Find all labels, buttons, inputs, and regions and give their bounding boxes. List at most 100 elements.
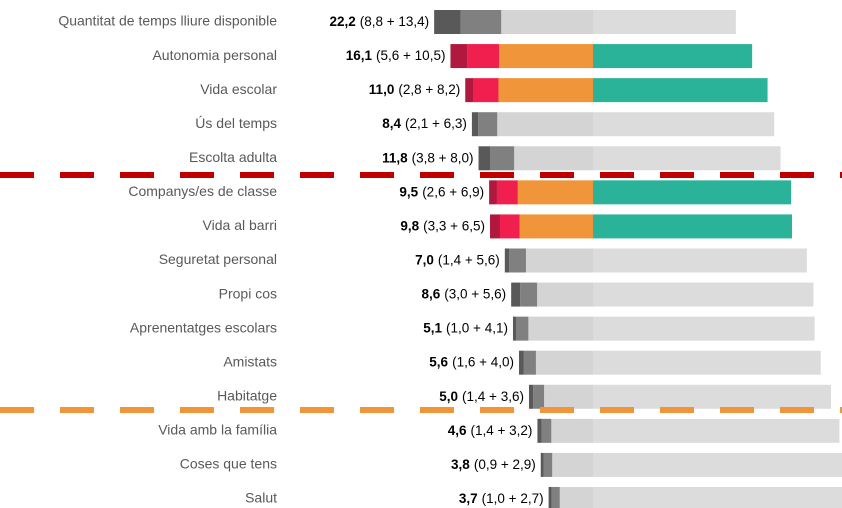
bar-segment xyxy=(593,418,840,443)
bar-segment xyxy=(533,384,545,409)
breakdown-label: (1,6 + 4,0) xyxy=(452,354,514,369)
bar-segment xyxy=(541,418,552,443)
total-label: 4,6 xyxy=(448,422,467,437)
bar-segment xyxy=(499,214,520,239)
bar-segment xyxy=(498,78,593,103)
bar-segment xyxy=(471,112,479,137)
bar-segment xyxy=(593,486,842,508)
total-label: 7,0 xyxy=(415,252,434,267)
bar-segment xyxy=(465,78,474,103)
bar-segment xyxy=(593,180,792,205)
breakdown-label: (3,8 + 8,0) xyxy=(412,150,474,165)
bar-segment xyxy=(519,214,593,239)
breakdown-label: (1,4 + 3,2) xyxy=(471,422,533,437)
breakdown-label: (1,0 + 2,7) xyxy=(482,491,544,506)
low-label: 7,0 (1,4 + 5,6) xyxy=(415,252,500,267)
bar-segment xyxy=(528,384,534,409)
category-label: Habitatge xyxy=(217,387,277,403)
bar-segment xyxy=(537,282,593,307)
bar-segment xyxy=(501,10,593,34)
bar-segment xyxy=(523,350,536,375)
category-label: Propi cos xyxy=(219,285,277,301)
total-label: 3,7 xyxy=(459,491,478,506)
bar-segment xyxy=(497,112,593,137)
bar-segment xyxy=(593,452,842,477)
bar-segment xyxy=(490,146,515,171)
bar-segment xyxy=(593,78,768,103)
bar-segment xyxy=(512,316,516,341)
bar-segment xyxy=(551,486,560,508)
low-label: 3,7 (1,0 + 2,7) xyxy=(459,491,544,506)
low-label: 4,6 (1,4 + 3,2) xyxy=(448,422,533,437)
bar-segment xyxy=(593,316,815,341)
bar-segment xyxy=(514,146,593,171)
bar-segment xyxy=(460,10,502,34)
total-label: 8,6 xyxy=(421,286,440,301)
bar-segment xyxy=(520,282,538,307)
bar-segment xyxy=(593,282,814,307)
breakdown-label: (0,9 + 2,9) xyxy=(474,456,536,471)
total-label: 9,5 xyxy=(399,184,418,199)
low-label: 3,8 (0,9 + 2,9) xyxy=(451,456,536,471)
bar-segment xyxy=(551,418,593,443)
bar-segment xyxy=(593,112,775,137)
bar-segment xyxy=(450,44,468,69)
breakdown-label: (1,4 + 5,6) xyxy=(438,252,500,267)
category-label: Vida al barri xyxy=(203,217,277,233)
bar-segment xyxy=(499,44,593,69)
bar-segment xyxy=(593,10,736,34)
low-label: 5,0 (1,4 + 3,6) xyxy=(439,388,524,403)
total-label: 22,2 xyxy=(329,14,355,29)
category-label: Escolta adulta xyxy=(189,149,277,165)
bar-segment xyxy=(593,350,821,375)
bar-segment xyxy=(535,350,593,375)
total-label: 9,8 xyxy=(400,218,419,233)
bar-segment xyxy=(478,112,498,137)
bar-segment xyxy=(537,418,542,443)
low-label: 5,1 (1,0 + 4,1) xyxy=(423,320,508,335)
bar-segment xyxy=(544,384,593,409)
low-label: 11,0 (2,8 + 8,2) xyxy=(369,82,460,97)
total-label: 5,6 xyxy=(429,354,448,369)
category-label: Vida amb la família xyxy=(158,422,277,438)
total-label: 11,8 xyxy=(382,150,408,165)
bar-segment xyxy=(511,282,521,307)
category-label: Aprenentatges escolars xyxy=(130,319,277,335)
breakdown-label: (2,8 + 8,2) xyxy=(398,82,460,97)
bar-segment xyxy=(593,384,831,409)
category-label: Companys/es de classe xyxy=(128,183,277,199)
low-label: 22,2 (8,8 + 13,4) xyxy=(329,14,429,29)
bar-segment xyxy=(593,248,807,273)
low-label: 5,6 (1,6 + 4,0) xyxy=(429,354,514,369)
breakdown-label: (3,3 + 6,5) xyxy=(423,218,485,233)
low-label: 8,6 (3,0 + 5,6) xyxy=(421,286,506,301)
total-label: 3,8 xyxy=(451,456,470,471)
bar-segment xyxy=(559,486,593,508)
bar-segment xyxy=(490,214,500,239)
bar-segment xyxy=(517,180,593,205)
breakdown-label: (2,6 + 6,9) xyxy=(422,184,484,199)
bar-segment xyxy=(496,180,518,205)
category-label: Amistats xyxy=(223,353,277,369)
bar-segment xyxy=(548,486,552,508)
bar-segment xyxy=(478,146,491,171)
bar-segment xyxy=(504,248,510,273)
bar-segment xyxy=(552,452,593,477)
category-label: Ús del temps xyxy=(195,115,277,131)
breakdown-label: (8,8 + 13,4) xyxy=(360,14,429,29)
low-label: 9,5 (2,6 + 6,9) xyxy=(399,184,484,199)
breakdown-label: (5,6 + 10,5) xyxy=(376,48,445,63)
bar-segment xyxy=(593,146,781,171)
breakdown-label: (1,0 + 4,1) xyxy=(446,320,508,335)
bar-segment xyxy=(519,350,524,375)
low-label: 16,1 (5,6 + 10,5) xyxy=(346,48,446,63)
breakdown-label: (1,4 + 3,6) xyxy=(462,388,524,403)
bar-segment xyxy=(473,78,499,103)
bar-segment xyxy=(489,180,497,205)
total-label: 5,0 xyxy=(439,388,458,403)
bar-segment xyxy=(434,10,461,34)
bar-segment xyxy=(509,248,526,273)
bar-segment xyxy=(467,44,500,69)
bar-segment xyxy=(525,248,593,273)
